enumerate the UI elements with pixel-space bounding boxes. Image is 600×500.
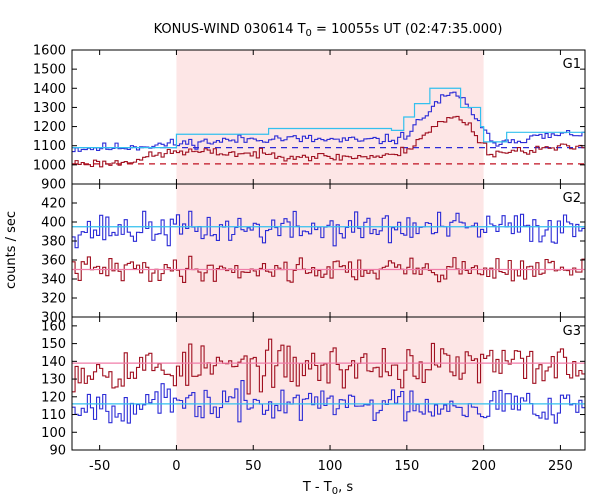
y-tick-label: 1100 <box>33 139 66 154</box>
y-tick-label: 1400 <box>33 82 66 97</box>
y-tick-label: 900 <box>41 178 66 193</box>
x-axis-label-rest: , s <box>338 480 353 495</box>
series-blue-g3 <box>72 380 585 424</box>
series-red-g1 <box>72 115 585 168</box>
y-tick-label: 1200 <box>33 120 66 135</box>
chart-title-subscript: 0 <box>306 28 312 39</box>
x-tick-label: 250 <box>548 459 573 474</box>
y-tick-label: 150 <box>41 337 66 352</box>
y-tick-label: 110 <box>41 408 66 423</box>
series-red-g2 <box>72 255 585 284</box>
y-tick-label: 340 <box>41 273 66 288</box>
y-tick-label: 420 <box>41 197 66 212</box>
panel-label: G3 <box>563 324 581 339</box>
y-tick-label: 1300 <box>33 101 66 116</box>
y-tick-label: 100 <box>41 426 66 441</box>
series-red-g3 <box>72 338 585 395</box>
panel-plot-area <box>72 338 585 424</box>
chart-title-rest: = 10055s UT (02:47:35.000) <box>312 22 502 37</box>
y-tick-label: 1600 <box>33 44 66 59</box>
y-tick-label: 130 <box>41 373 66 388</box>
panel-plot-area <box>72 87 585 168</box>
panel-plot-area <box>72 210 585 284</box>
y-tick-label: 120 <box>41 390 66 405</box>
chart-title: KONUS-WIND 030614 T0 = 10055s UT (02:47:… <box>154 22 503 39</box>
x-axis-label-subscript: 0 <box>332 486 338 497</box>
panel-label: G2 <box>563 191 581 206</box>
series-light_blue-g1 <box>72 87 585 149</box>
x-tick-label: -50 <box>89 459 110 474</box>
y-tick-label: 380 <box>41 235 66 250</box>
y-tick-label: 160 <box>41 319 66 334</box>
panel-label: G1 <box>563 57 581 72</box>
y-tick-label: 90 <box>49 444 66 459</box>
x-tick-label: 0 <box>172 459 180 474</box>
y-tick-label: 400 <box>41 216 66 231</box>
x-tick-label: 150 <box>394 459 419 474</box>
panel-frame <box>71 316 586 451</box>
y-tick-label: 360 <box>41 254 66 269</box>
panels-group: 9001000110012001300140015001600G13003203… <box>33 44 586 474</box>
x-tick-label: 50 <box>245 459 262 474</box>
highlight-interval <box>176 50 484 450</box>
series-blue-g1 <box>72 91 585 153</box>
y-axis-label: counts / sec <box>4 211 19 289</box>
series-blue-g2 <box>72 210 585 249</box>
panel-g2: 300 320 340 360 380 400 420 G2 <box>41 183 586 326</box>
x-axis-label-main: T - T <box>302 480 332 495</box>
x-tick-label: 100 <box>318 459 343 474</box>
y-tick-label: 140 <box>41 355 66 370</box>
panel-g3: 90 100 110 120 130 140 150 160 G3 <box>41 316 586 459</box>
y-tick-label: 1000 <box>33 158 66 173</box>
y-tick-label: 1500 <box>33 63 66 78</box>
x-axis-label: T - T0, s <box>302 480 353 497</box>
y-tick-label: 300 <box>41 311 66 326</box>
y-tick-label: 320 <box>41 292 66 307</box>
chart-title-main: KONUS-WIND 030614 T <box>154 22 306 37</box>
x-tick-label: 200 <box>471 459 496 474</box>
